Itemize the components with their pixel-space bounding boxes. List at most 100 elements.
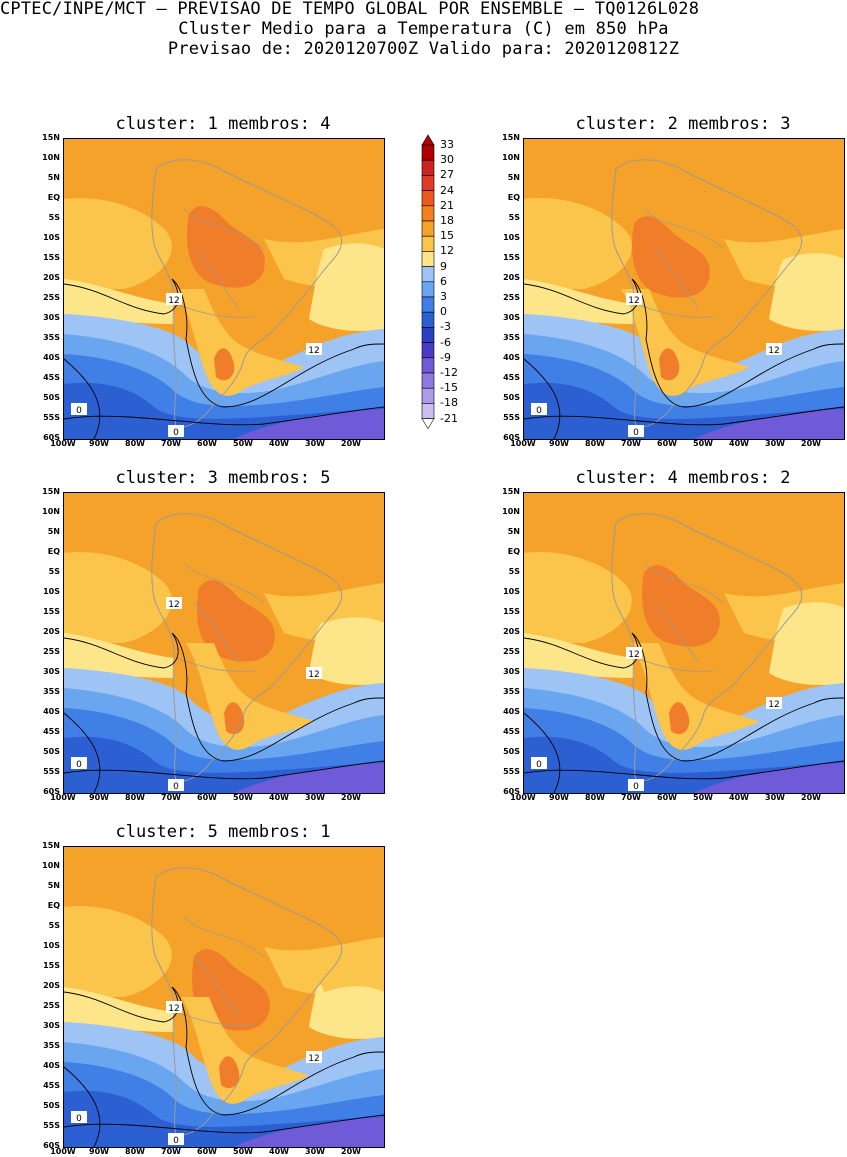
colorbar-swatch <box>421 387 435 404</box>
colorbar-swatch <box>421 175 435 191</box>
lon-tick-label: 60W <box>197 793 217 802</box>
country-borders <box>175 562 265 672</box>
colorbar-swatch <box>421 220 435 237</box>
lat-tick-label: 10N <box>42 861 60 870</box>
contour-0 <box>64 358 384 439</box>
lon-tick-label: 30W <box>305 793 325 802</box>
lat-tick-label: 45S <box>503 727 520 736</box>
lat-tick-label: 25S <box>503 293 520 302</box>
lat-tick-label: 15N <box>42 487 60 496</box>
lon-tick-label: 30W <box>765 439 785 448</box>
lon-tick-label: 50W <box>693 793 713 802</box>
map-frame: 12 12 0 0 <box>523 138 845 440</box>
field-hot-patagonia <box>669 702 690 735</box>
colorbar-label: 15 <box>440 229 454 243</box>
contour-0 <box>64 1066 384 1147</box>
lat-tick-label: 15S <box>43 961 60 970</box>
lat-tick-label: 30S <box>503 667 520 676</box>
colorbar-swatch <box>421 342 435 359</box>
lon-tick-label: 40W <box>269 1147 289 1156</box>
lat-tick-label: 20S <box>503 627 520 636</box>
lat-tick-label: 10N <box>502 507 520 516</box>
contour-label-12: 12 <box>308 346 319 356</box>
colorbar-swatch <box>421 190 435 207</box>
contour-label-0: 0 <box>76 760 82 770</box>
field-cold-southeast <box>694 763 844 793</box>
map-field-svg: 12 12 0 0 <box>64 139 384 439</box>
lat-tick-label: 35S <box>503 333 520 342</box>
lat-tick-label: 15S <box>503 607 520 616</box>
lat-tick-label: 15S <box>503 253 520 262</box>
contour-label-0: 0 <box>76 406 82 416</box>
field-hot-patagonia <box>659 348 680 381</box>
colorbar-label: 30 <box>440 153 454 167</box>
field-hot-interior <box>186 206 265 288</box>
lat-tick-label: EQ <box>47 901 60 910</box>
field-yellow-east <box>309 617 384 685</box>
lon-tick-label: 30W <box>305 1147 325 1156</box>
lat-tick-label: 15N <box>42 841 60 850</box>
colorbar-label: -18 <box>440 396 458 410</box>
contour-label-0: 0 <box>536 760 542 770</box>
field-warm-tongue <box>176 289 304 396</box>
lat-tick-label: 45S <box>43 373 60 382</box>
lon-tick-label: 30W <box>305 439 325 448</box>
lon-tick-label: 90W <box>89 1147 109 1156</box>
lat-tick-label: 50S <box>503 747 520 756</box>
lat-tick-label: 15N <box>502 487 520 496</box>
lat-tick-label: 35S <box>43 1041 60 1050</box>
lat-tick-label: 50S <box>503 393 520 402</box>
lon-tick-label: 40W <box>729 793 749 802</box>
lat-tick-label: 40S <box>43 353 60 362</box>
contour-12 <box>64 278 384 408</box>
lon-tick-label: 100W <box>510 793 536 802</box>
field-band-east <box>264 937 384 997</box>
lon-tick-label: 80W <box>125 439 145 448</box>
lon-tick-label: 50W <box>693 439 713 448</box>
lat-tick-label: 60S <box>43 1141 60 1150</box>
colorbar-label: 18 <box>440 214 454 227</box>
colorbar-label: 33 <box>440 138 454 151</box>
panel-title: cluster: 4 membros: 2 <box>575 468 791 488</box>
lon-tick-label: 40W <box>269 793 289 802</box>
coastline-south-america <box>151 513 343 782</box>
colorbar-swatch <box>421 144 435 161</box>
field-band-west <box>64 552 172 643</box>
lon-tick-label: 20W <box>801 793 821 802</box>
lon-tick-label: 20W <box>341 793 361 802</box>
contour-12 <box>524 278 844 408</box>
contour-label-12: 12 <box>308 1054 319 1064</box>
field-band-west <box>524 198 632 289</box>
lon-tick-label: 100W <box>50 439 76 448</box>
lat-tick-label: 5S <box>48 213 60 222</box>
lat-tick-label: EQ <box>507 193 520 202</box>
panel-title: cluster: 5 membros: 1 <box>115 822 331 842</box>
lat-tick-label: EQ <box>47 547 60 556</box>
contour-label-0: 0 <box>173 428 179 438</box>
lon-tick-label: 90W <box>549 439 569 448</box>
contour-label-12: 12 <box>628 650 639 660</box>
lat-tick-label: 10S <box>43 941 60 950</box>
lon-tick-label: 70W <box>621 793 641 802</box>
lat-tick-label: 35S <box>43 687 60 696</box>
field-warm-tongue <box>631 643 759 750</box>
field-band-west <box>64 906 172 997</box>
colorbar-swatch <box>421 327 435 343</box>
lon-tick-label: 50W <box>233 1147 253 1156</box>
colorbar-label: 3 <box>440 290 447 303</box>
lat-tick-label: 55S <box>503 767 520 776</box>
lat-tick-label: 20S <box>43 273 60 282</box>
lat-tick-label: 35S <box>43 333 60 342</box>
country-borders <box>635 208 725 318</box>
lon-tick-label: 50W <box>233 793 253 802</box>
contour-label-12: 12 <box>768 700 779 710</box>
lat-tick-label: 40S <box>43 1061 60 1070</box>
field-hot-interior <box>641 565 720 647</box>
title-line-3: Previsao de: 2020120700Z Valido para: 20… <box>167 39 680 59</box>
contour-label-0: 0 <box>173 1136 179 1146</box>
colorbar-swatch <box>421 296 435 313</box>
lon-tick-label: 80W <box>125 1147 145 1156</box>
colorbar-swatch <box>421 235 435 252</box>
lat-tick-label: 55S <box>43 767 60 776</box>
lat-tick-label: 10N <box>502 153 520 162</box>
